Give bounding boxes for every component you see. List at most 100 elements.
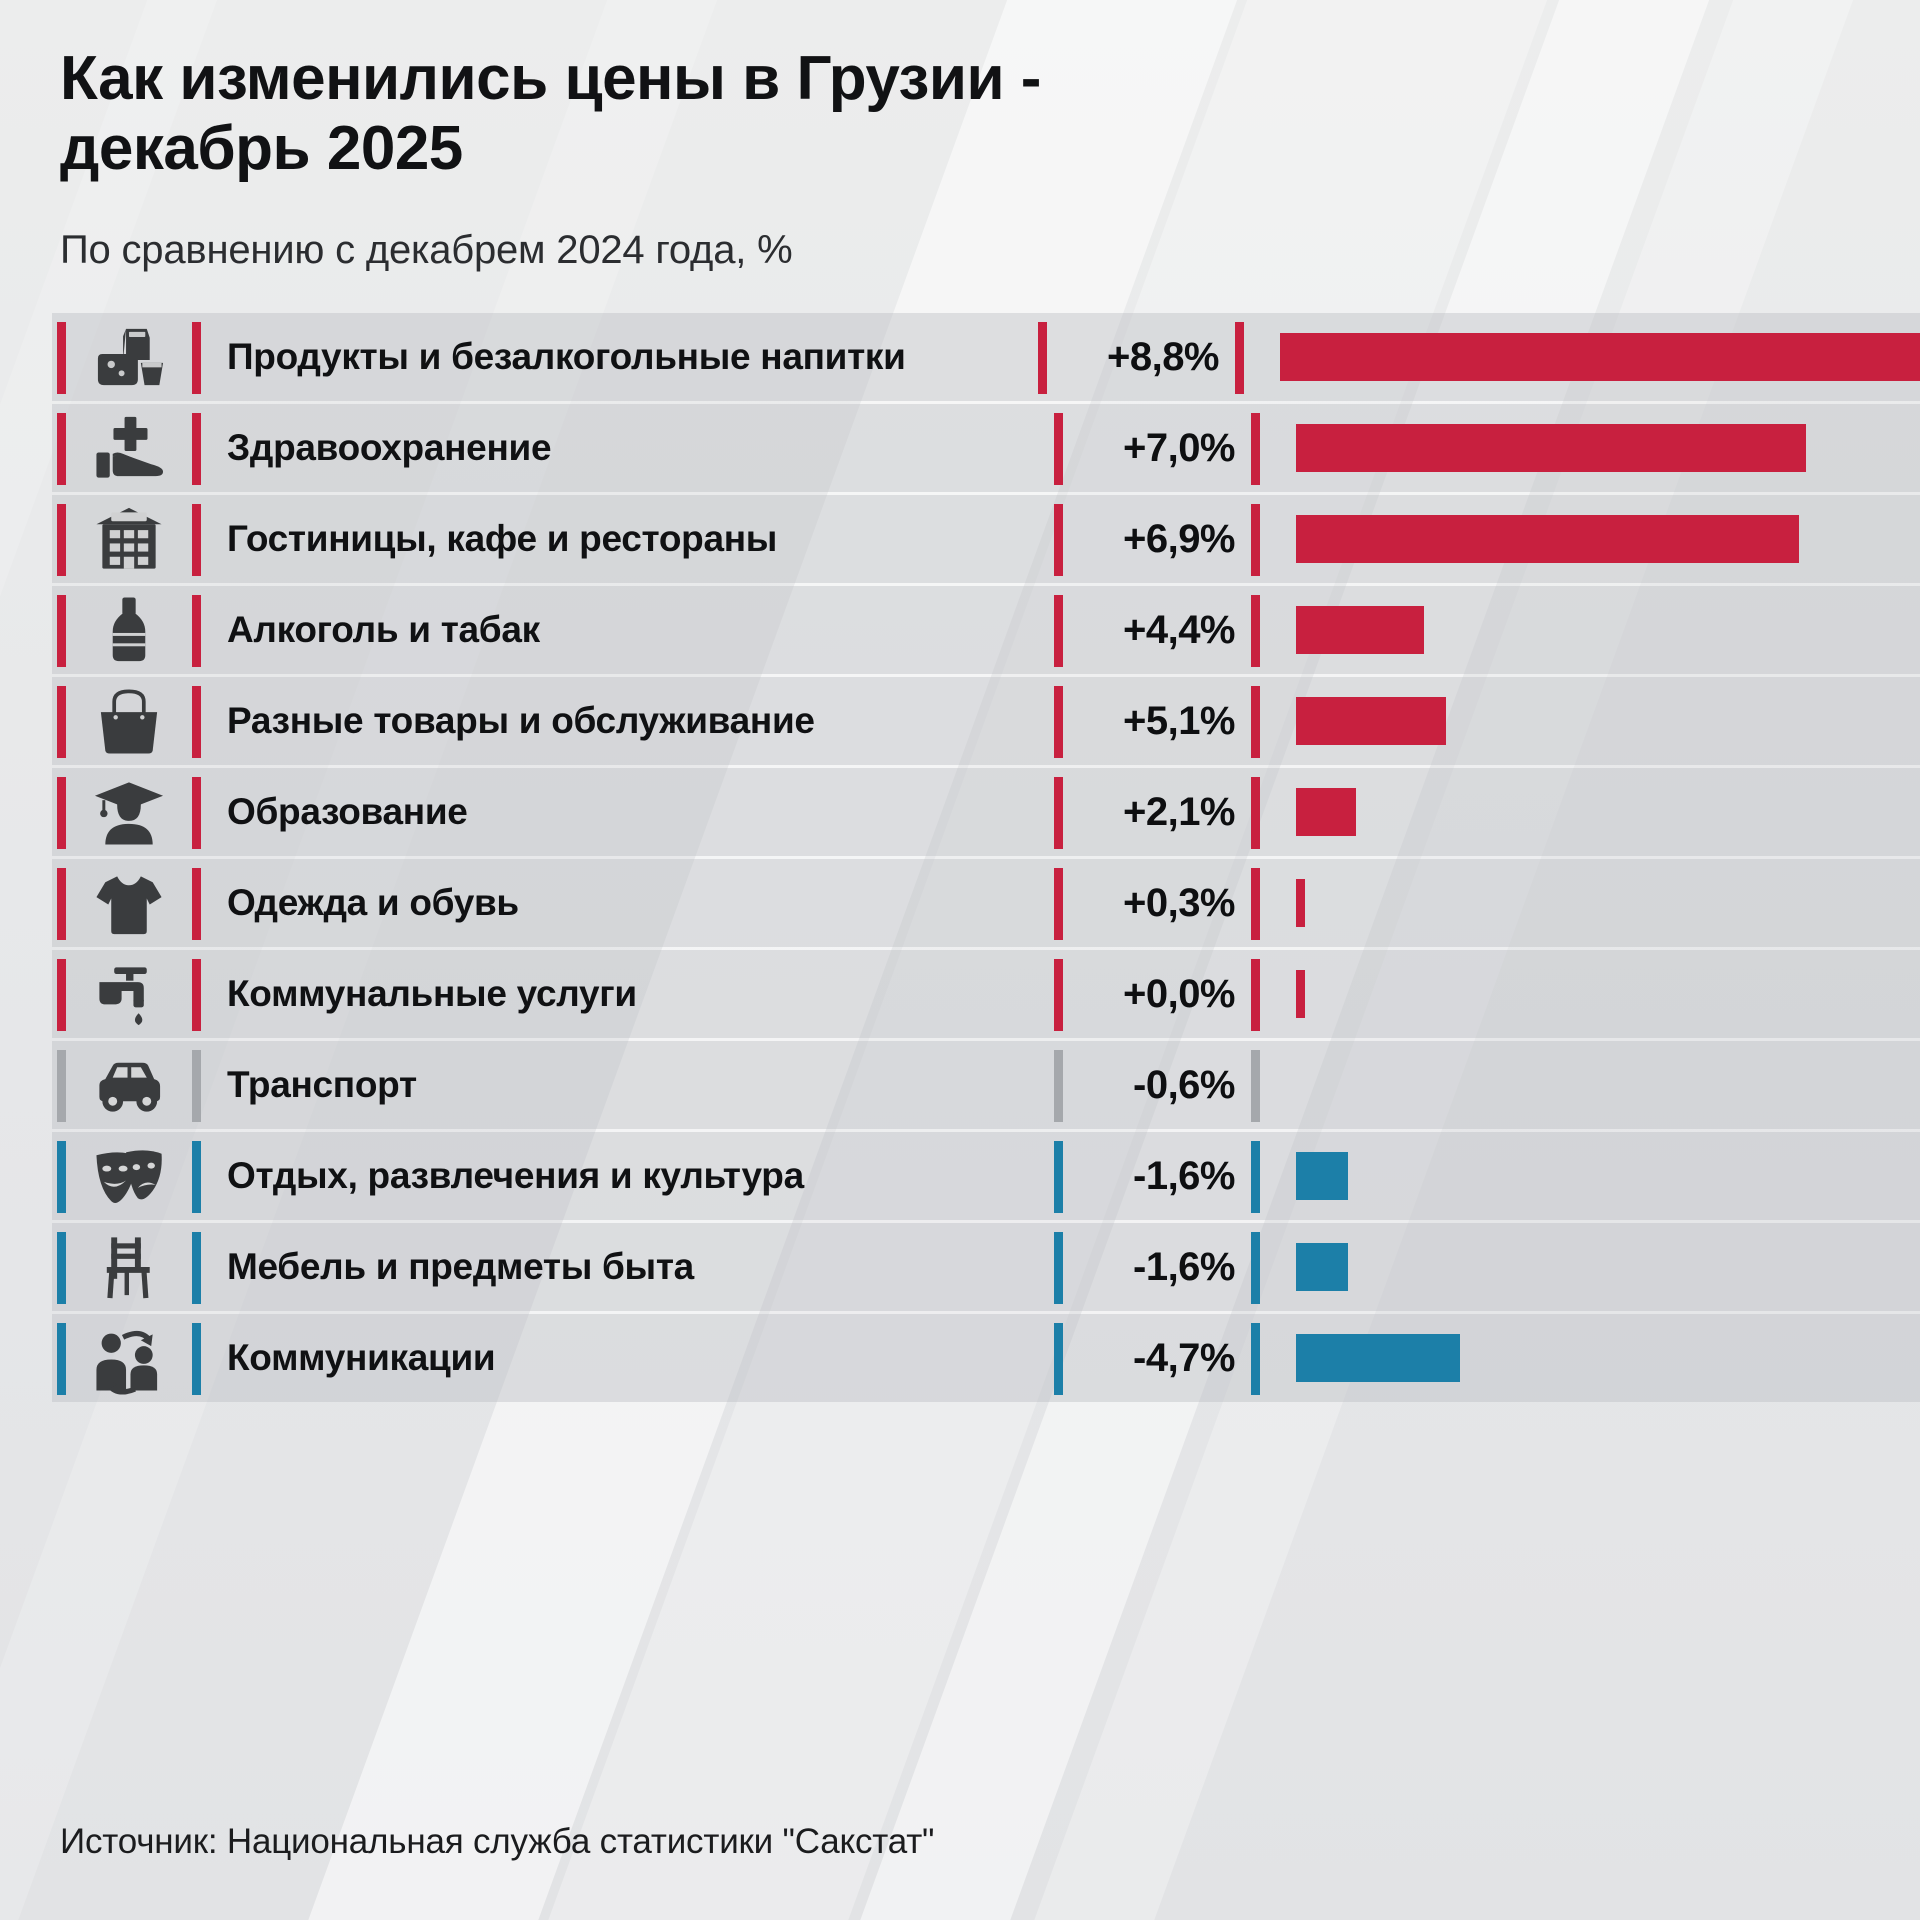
bar-track (1260, 950, 1920, 1038)
milk-carton-icon (66, 313, 192, 401)
category-label: Отдых, развлечения и культура (227, 1155, 804, 1197)
row-divider-after-value (1251, 686, 1260, 759)
value-label: +7,0% (1122, 425, 1236, 470)
table-row: Здравоохранение +7,0% (0, 404, 1920, 493)
row-accent-left (57, 413, 66, 486)
row-divider-after-value (1251, 504, 1260, 577)
row-divider-before-value (1054, 413, 1063, 486)
table-row: Мебель и предметы быта -1,6% (0, 1223, 1920, 1312)
row-divider-before-value (1054, 1323, 1063, 1396)
value-label: -1,6% (1133, 1153, 1236, 1198)
category-label: Транспорт (227, 1064, 417, 1106)
row-divider-before-value (1038, 322, 1047, 395)
category-label: Одежда и обувь (227, 882, 519, 924)
row-accent-left (57, 1050, 66, 1123)
row-divider-before-value (1054, 595, 1063, 668)
price-change-table: Продукты и безалкогольные напитки +8,8% Зд… (0, 313, 1920, 1403)
value-label: +6,9% (1122, 516, 1236, 561)
value-label: +4,4% (1122, 607, 1236, 652)
table-row: Коммунальные услуги +0,0% (0, 950, 1920, 1039)
table-row: Транспорт -0,6% (0, 1041, 1920, 1130)
tshirt-icon (66, 859, 192, 947)
row-divider-before-value (1054, 1232, 1063, 1305)
table-row: Коммуникации -4,7% (0, 1314, 1920, 1403)
value-bar (1296, 1152, 1348, 1201)
value-label: -4,7% (1133, 1335, 1236, 1380)
chair-icon (66, 1223, 192, 1311)
page-subtitle: По сравнению с декабрем 2024 года, % (60, 228, 793, 273)
row-divider-after-value (1251, 959, 1260, 1032)
value-bar (1296, 879, 1305, 928)
value-label: +5,1% (1122, 698, 1236, 743)
bar-track (1260, 1132, 1920, 1220)
bar-track (1260, 1223, 1920, 1311)
row-accent-left (57, 1232, 66, 1305)
row-accent-icon-divider (192, 959, 201, 1032)
row-divider-after-value (1251, 1141, 1260, 1214)
value-bar (1296, 1243, 1348, 1292)
row-accent-left (57, 322, 66, 395)
row-accent-icon-divider (192, 595, 201, 668)
row-divider-after-value (1235, 322, 1244, 395)
value-label: -1,6% (1133, 1244, 1236, 1289)
bar-track (1260, 586, 1920, 674)
bottle-icon (66, 586, 192, 674)
row-accent-icon-divider (192, 504, 201, 577)
category-label: Алкоголь и табак (227, 609, 540, 651)
row-divider-after-value (1251, 777, 1260, 850)
category-label: Образование (227, 791, 468, 833)
category-label: Коммунальные услуги (227, 973, 637, 1015)
theater-masks-icon (66, 1132, 192, 1220)
car-icon (66, 1041, 192, 1129)
row-accent-icon-divider (192, 322, 201, 395)
row-divider-after-value (1251, 413, 1260, 486)
value-bar (1280, 333, 1920, 382)
row-accent-icon-divider (192, 1323, 201, 1396)
row-accent-left (57, 868, 66, 941)
source-note: Источник: Национальная служба статистики… (60, 1822, 935, 1861)
value-bar (1296, 1334, 1460, 1383)
bar-track (1260, 495, 1920, 583)
graduate-icon (66, 768, 192, 856)
row-accent-left (57, 1323, 66, 1396)
category-label: Гостиницы, кафе и рестораны (227, 518, 778, 560)
bar-track (1244, 313, 1920, 401)
bar-track (1260, 859, 1920, 947)
row-accent-left (57, 959, 66, 1032)
value-label: +2,1% (1122, 789, 1236, 834)
row-divider-before-value (1054, 1141, 1063, 1214)
row-divider-before-value (1054, 777, 1063, 850)
row-accent-icon-divider (192, 413, 201, 486)
value-label: +8,8% (1106, 334, 1220, 379)
row-accent-icon-divider (192, 1141, 201, 1214)
row-divider-before-value (1054, 1050, 1063, 1123)
table-row: Одежда и обувь +0,3% (0, 859, 1920, 948)
hotel-building-icon (66, 495, 192, 583)
value-bar (1296, 606, 1424, 655)
value-label: -0,6% (1133, 1062, 1236, 1107)
row-divider-after-value (1251, 868, 1260, 941)
row-accent-icon-divider (192, 868, 201, 941)
category-label: Здравоохранение (227, 427, 552, 469)
row-accent-left (57, 595, 66, 668)
value-bar (1296, 424, 1806, 473)
row-divider-before-value (1054, 868, 1063, 941)
row-accent-icon-divider (192, 1050, 201, 1123)
value-bar (1296, 1061, 1299, 1109)
table-row: Отдых, развлечения и культура -1,6% (0, 1132, 1920, 1221)
row-divider-after-value (1251, 1050, 1260, 1123)
value-bar (1296, 515, 1799, 564)
category-label: Продукты и безалкогольные напитки (227, 336, 906, 378)
health-hand-icon (66, 404, 192, 492)
bar-track (1260, 404, 1920, 492)
page-title: Как изменились цены в Грузии - декабрь 2… (60, 44, 1041, 184)
value-bar (1296, 697, 1446, 746)
bar-track (1260, 677, 1920, 765)
bar-track (1260, 1041, 1920, 1129)
category-label: Разные товары и обслуживание (227, 700, 815, 742)
value-label: +0,0% (1122, 971, 1236, 1016)
row-accent-icon-divider (192, 777, 201, 850)
table-row: Разные товары и обслуживание +5,1% (0, 677, 1920, 766)
